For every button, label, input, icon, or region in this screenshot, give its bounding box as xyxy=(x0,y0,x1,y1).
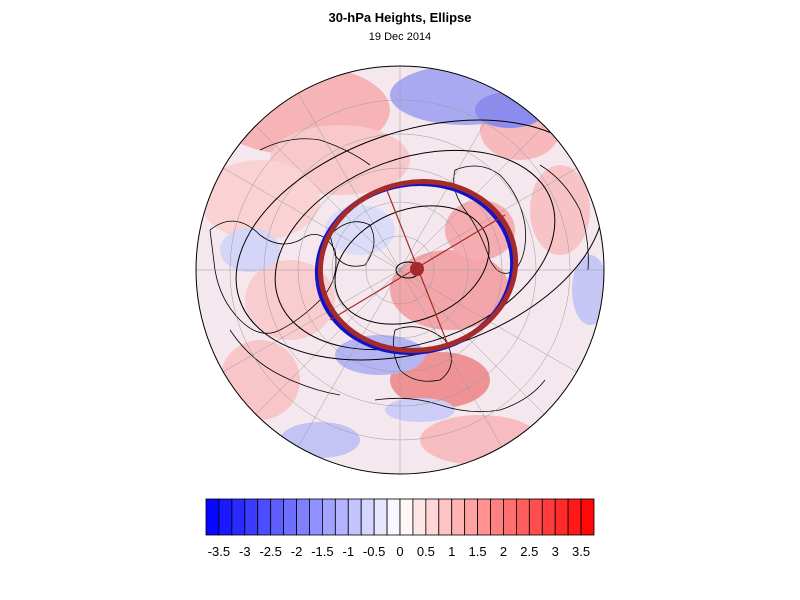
colorbar-swatch xyxy=(347,498,362,536)
colorbar-swatch xyxy=(373,498,388,536)
graticule xyxy=(196,66,604,474)
colorbar-swatch xyxy=(270,498,284,536)
colorbar-tick-label: -0.5 xyxy=(363,544,385,559)
anomaly-patch-negative xyxy=(335,335,425,375)
anomaly-patch-negative xyxy=(572,255,604,325)
map-title: 30-hPa Heights, Ellipse xyxy=(328,10,472,25)
anomaly-patch-positive xyxy=(245,260,335,340)
colorbar-swatch xyxy=(503,498,517,536)
colorbar-swatch xyxy=(554,498,569,536)
height-contour-line xyxy=(274,149,556,351)
colorbar-swatch xyxy=(360,498,375,536)
anomaly-patch-positive xyxy=(200,160,320,240)
map-date: 19 Dec 2014 xyxy=(368,31,432,43)
colorbar-swatch xyxy=(321,498,336,536)
colorbar-swatch xyxy=(516,498,530,536)
colorbar-swatch xyxy=(334,498,349,536)
colorbar-swatch xyxy=(425,498,440,536)
colorbar-swatch xyxy=(399,498,414,536)
colorbar-swatch xyxy=(464,498,478,536)
colorbar-tick-label: 2 xyxy=(500,544,507,559)
map-boundary xyxy=(195,65,605,475)
anomaly-patch-negative xyxy=(220,228,280,272)
colorbar-swatch xyxy=(412,498,427,536)
colorbar-tick-label: -3.5 xyxy=(208,544,230,559)
colorbar-swatch xyxy=(438,498,453,536)
colorbar-tick-label: 1.5 xyxy=(469,544,487,559)
colorbar-swatch xyxy=(528,498,543,536)
colorbar-tick-label: -1 xyxy=(342,544,354,559)
colorbar-tick-label: -2 xyxy=(291,544,303,559)
ellipse-center-marker xyxy=(410,262,424,276)
colorbar-swatch xyxy=(477,498,491,536)
colorbar-swatch xyxy=(580,498,595,536)
anomaly-field xyxy=(196,66,604,474)
colorbar-swatch xyxy=(257,498,272,536)
colorbar-swatch xyxy=(490,498,504,536)
colorbar-tick-label: -1.5 xyxy=(311,544,333,559)
colorbar-swatch xyxy=(205,498,220,536)
colorbar-swatch xyxy=(451,498,466,536)
colorbar-swatch xyxy=(283,498,297,536)
colorbar-tick-label: 1 xyxy=(448,544,455,559)
colorbar-tick-label: 3 xyxy=(552,544,559,559)
colorbar-swatch xyxy=(218,498,233,536)
colorbar-tick-label: 3.5 xyxy=(572,544,590,559)
colorbar-tick-label: -3 xyxy=(239,544,251,559)
colorbar-tick-label: -2.5 xyxy=(259,544,281,559)
colorbar-tick-label: 2.5 xyxy=(520,544,538,559)
colorbar-swatch xyxy=(541,498,556,536)
colorbar-tick-label: 0 xyxy=(396,544,403,559)
colorbar-swatch xyxy=(309,498,323,536)
ellipse-outer-ring xyxy=(317,179,519,353)
colorbar-swatch xyxy=(567,498,582,536)
colorbar-tick-label: 0.5 xyxy=(417,544,435,559)
colorbar-swatch xyxy=(231,498,246,536)
colorbar-swatch xyxy=(244,498,259,536)
height-contour-line xyxy=(334,205,490,325)
colorbar-swatch xyxy=(386,498,401,536)
colorbar-swatch xyxy=(296,498,310,536)
